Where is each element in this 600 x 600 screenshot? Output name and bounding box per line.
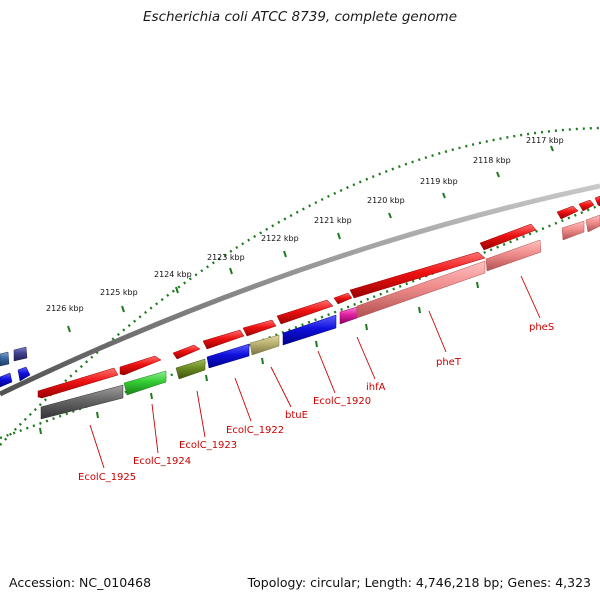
kbp-label: 2120 kbp — [367, 196, 405, 205]
gene-arrow — [172, 344, 201, 360]
accession-text: Accession: NC_010468 — [9, 575, 152, 590]
gene-arrow — [282, 314, 337, 346]
gene-arrow — [0, 351, 10, 367]
kbp-label: 2126 kbp — [46, 304, 84, 313]
gene-arrow — [349, 251, 486, 299]
scale-ticks-outer — [67, 145, 554, 333]
gene-label-ecolc-1925: EcolC_1925 — [78, 472, 136, 483]
scale-labels: 2117 kbp 2118 kbp 2119 kbp 2120 kbp 2121… — [46, 136, 564, 313]
kbp-label: 2121 kbp — [314, 216, 352, 225]
gene-arrow — [0, 372, 13, 388]
gene-label-ecolc-1920: EcolC_1920 — [313, 396, 371, 407]
gene-arrow — [202, 329, 245, 350]
gene-arrow — [123, 370, 167, 396]
gene-arrow — [242, 319, 277, 337]
scale-ring-outer — [0, 126, 600, 446]
gene-arrow — [249, 334, 280, 356]
kbp-label: 2118 kbp — [473, 156, 511, 165]
gene-leader-lines — [89, 275, 541, 469]
gene-label-btue: btuE — [285, 410, 308, 421]
gene-arrow — [206, 343, 250, 369]
gene-label-phes: pheS — [529, 322, 554, 333]
kbp-label: 2124 kbp — [154, 270, 192, 279]
genome-backbone — [0, 183, 600, 397]
reverse-strand-genes — [0, 214, 600, 420]
gene-arrow — [37, 367, 119, 399]
gene-label-ecolc-1923: EcolC_1923 — [179, 440, 237, 451]
kbp-label: 2125 kbp — [100, 288, 138, 297]
gene-label-ihfa: ihfA — [366, 382, 386, 393]
gene-label-ecolc-1922: EcolC_1922 — [226, 425, 284, 436]
gene-arrow — [276, 299, 334, 325]
genome-summary-text: Topology: circular; Length: 4,746,218 bp… — [247, 575, 591, 590]
gene-arrow — [119, 355, 162, 376]
forward-strand-genes — [0, 195, 600, 399]
gene-arrow — [561, 220, 585, 241]
gene-arrow — [578, 199, 595, 212]
gene-label-ecolc-1924: EcolC_1924 — [133, 456, 191, 467]
gene-label-phet: pheT — [436, 357, 462, 368]
kbp-label: 2117 kbp — [526, 136, 564, 145]
gene-arrow — [356, 260, 486, 319]
gene-arrow — [594, 195, 600, 207]
gene-labels: pheS pheT ihfA EcolC_1920 btuE EcolC_192… — [78, 322, 554, 483]
gene-arrow — [13, 346, 28, 362]
gene-arrow — [333, 292, 353, 305]
gene-arrow — [585, 214, 600, 233]
page-title: Escherichia coli ATCC 8739, complete gen… — [143, 9, 457, 25]
gene-arrow — [556, 205, 579, 220]
kbp-label: 2123 kbp — [207, 253, 245, 262]
gene-arrow — [485, 239, 542, 272]
kbp-label: 2119 kbp — [420, 177, 458, 186]
gene-arrow — [175, 358, 206, 380]
gene-arrow — [479, 223, 537, 251]
gene-arrow — [40, 384, 124, 420]
kbp-label: 2122 kbp — [261, 234, 299, 243]
gene-arrow — [17, 366, 31, 382]
